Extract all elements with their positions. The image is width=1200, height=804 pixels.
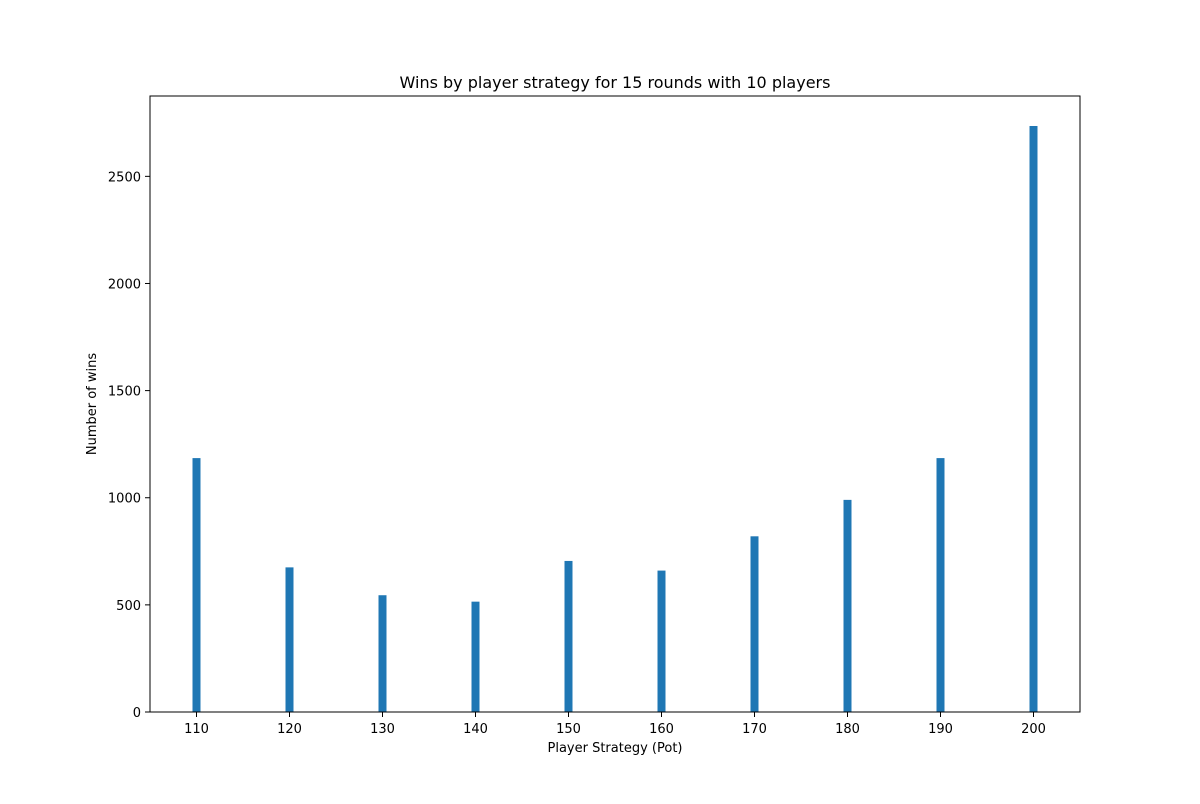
- bar-120: [285, 567, 294, 712]
- x-tick-label: 110: [184, 722, 209, 737]
- x-tick-label: 190: [928, 722, 953, 737]
- bar-170: [750, 536, 759, 712]
- bar-190: [936, 458, 945, 712]
- bar-130: [378, 595, 387, 712]
- y-tick-label: 0: [133, 706, 141, 721]
- y-axis-label: Number of wins: [85, 353, 100, 456]
- bars-group: [192, 125, 1038, 712]
- y-tick-label: 1500: [108, 385, 141, 400]
- bar-140: [471, 601, 480, 712]
- y-tick-label: 1000: [108, 492, 141, 507]
- x-tick-label: 160: [649, 722, 674, 737]
- bar-110: [192, 458, 201, 712]
- x-tick-label: 200: [1021, 722, 1046, 737]
- bar-150: [564, 560, 573, 712]
- x-tick-label: 170: [742, 722, 767, 737]
- y-tick-label: 2000: [108, 277, 141, 292]
- chart-title: Wins by player strategy for 15 rounds wi…: [400, 73, 831, 92]
- bar-160: [657, 570, 666, 712]
- y-tick-label: 2500: [108, 170, 141, 185]
- x-tick-label: 140: [463, 722, 488, 737]
- y-tick-label: 500: [116, 599, 141, 614]
- bar-200: [1029, 125, 1038, 712]
- plot-frame: [149, 95, 1081, 713]
- x-tick-label: 150: [556, 722, 581, 737]
- x-tick-label: 130: [370, 722, 395, 737]
- bar-180: [843, 499, 852, 712]
- x-axis-label: Player Strategy (Pot): [548, 741, 683, 756]
- y-axis-ticks: 0 500 1000 1500 2000 2500: [108, 170, 150, 721]
- x-tick-label: 180: [835, 722, 860, 737]
- x-axis-ticks: 110 120 130 140 150 160 170 180 190 200: [184, 712, 1046, 737]
- x-tick-label: 120: [277, 722, 302, 737]
